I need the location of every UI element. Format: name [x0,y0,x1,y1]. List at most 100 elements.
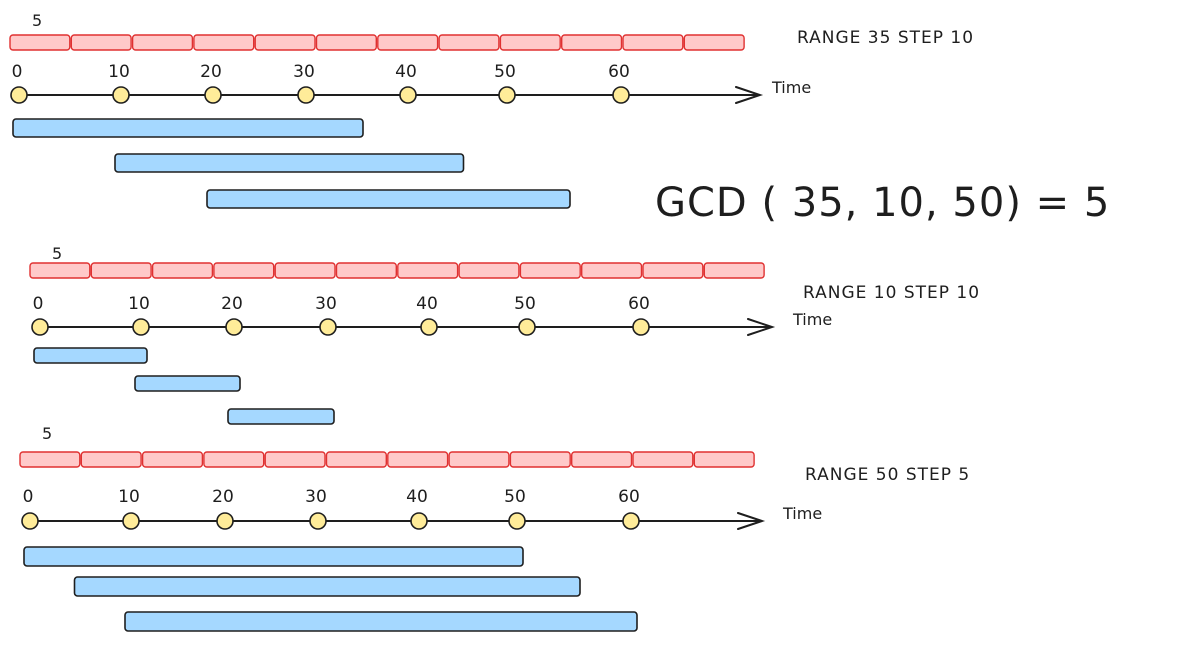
tick-marker [612,86,630,104]
tick-marker [297,86,315,104]
tick-label: 50 [514,294,536,314]
tick-label: 20 [212,487,234,507]
tick-marker [508,512,526,530]
tick-label: 20 [221,294,243,314]
tick-marker [632,318,650,336]
window-bar [12,118,364,138]
tick-marker [21,512,39,530]
step-segment [499,34,561,51]
step-segment [561,34,623,51]
tick-marker [225,318,243,336]
timeline-section-2: 5 RANGE 10 STEP 10 Time 0 10 20 30 40 50 60 [29,244,980,425]
tick-marker [319,318,337,336]
step-segment [642,262,704,279]
time-axis-label: Time [782,504,822,523]
step-segment [703,262,765,279]
tick-label: 0 [23,487,34,507]
step-segment [387,451,449,468]
step-segment [254,34,316,51]
tick-label: 0 [12,62,23,82]
tick-marker [216,512,234,530]
step-segment [80,451,142,468]
tick-label: 60 [608,62,630,82]
tick-marker [420,318,438,336]
step-segment [377,34,439,51]
tick-label: 50 [504,487,526,507]
window-bar [73,576,581,597]
window-bar [134,375,241,392]
step-segment [448,451,510,468]
step-segment [683,34,745,51]
tick-marker [399,86,417,104]
tick-label: 10 [128,294,150,314]
window-bar [206,189,571,209]
time-axis-label: Time [792,310,832,329]
window-bar [33,347,148,364]
tick-marker [622,512,640,530]
tick-marker [498,86,516,104]
tick-label: 40 [406,487,428,507]
arrow-head-icon [737,512,766,530]
tick-label: 50 [494,62,516,82]
step-segment [438,34,500,51]
step-segment [90,262,152,279]
range-step-label: RANGE 50 STEP 5 [805,465,970,485]
window-bar [124,611,638,632]
tick-label: 40 [395,62,417,82]
step-segment [509,451,571,468]
step-segment [632,451,694,468]
window-bar [114,153,465,173]
tick-label: 30 [315,294,337,314]
step-segment [571,451,633,468]
step-segment [315,34,377,51]
tick-marker [518,318,536,336]
tick-label: 10 [118,487,140,507]
step-segment [274,262,336,279]
tick-label: 60 [628,294,650,314]
step-size-label: 5 [42,424,52,443]
tick-label: 40 [416,294,438,314]
step-segment [29,262,91,279]
step-segment [458,262,520,279]
time-axis-label: Time [771,78,811,97]
step-segment [213,262,275,279]
tick-marker [10,86,28,104]
step-segment [519,262,581,279]
tick-label: 0 [33,294,44,314]
step-segment [325,451,387,468]
step-segment [622,34,684,51]
tick-label: 30 [293,62,315,82]
step-segment [151,262,214,279]
tick-marker [112,86,130,104]
step-size-label: 5 [52,244,62,263]
step-segment [141,451,204,468]
tick-marker [309,512,327,530]
window-bar [227,408,335,425]
timeline-section-1: 5 RANGE 35 STEP 10 Time 0 10 20 30 40 50 60 [9,11,974,209]
tick-marker [31,318,49,336]
step-segment [397,262,459,279]
step-segment [193,34,255,51]
tick-label: 20 [200,62,222,82]
arrow-head-icon [735,86,764,104]
step-segment [131,34,194,51]
range-step-label: RANGE 35 STEP 10 [797,28,974,48]
step-segment [693,451,755,468]
range-step-label: RANGE 10 STEP 10 [803,283,980,303]
tick-label: 60 [618,487,640,507]
tick-marker [122,512,140,530]
gcd-formula: GCD ( 35, 10, 50) = 5 [655,180,1110,226]
step-segment [581,262,643,279]
window-bar [23,546,524,567]
tick-label: 10 [108,62,130,82]
step-size-label: 5 [32,11,42,30]
tick-marker [204,86,222,104]
step-segment [19,451,81,468]
tick-marker [132,318,150,336]
step-segment [203,451,265,468]
timeline-section-3: 5 RANGE 50 STEP 5 Time 0 10 20 30 40 50 60 [19,424,970,632]
tick-marker [410,512,428,530]
step-segment [264,451,326,468]
